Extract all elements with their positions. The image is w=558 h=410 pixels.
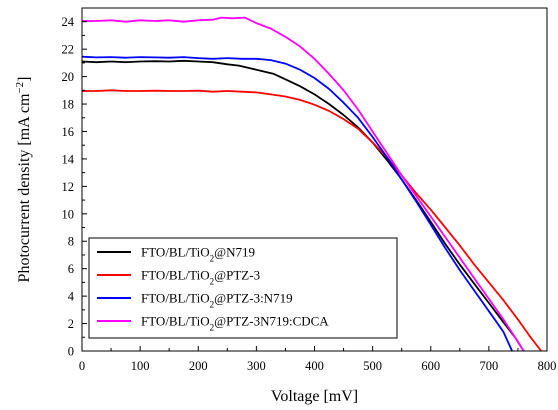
legend-label: FTO/BL/TiO2@N719 <box>141 245 255 264</box>
legend-label: FTO/BL/TiO2@PTZ-3:N719 <box>141 291 293 310</box>
x-tick-label: 100 <box>131 359 150 373</box>
x-tick-label: 300 <box>247 359 266 373</box>
legend-box <box>88 237 398 339</box>
series-line <box>81 55 513 352</box>
y-axis-title-sup: −2 <box>14 82 26 94</box>
y-tick-label: 24 <box>62 15 75 29</box>
legend-label: FTO/BL/TiO2@PTZ-3N719:CDCA <box>141 314 329 333</box>
y-tick-label: 10 <box>62 207 75 221</box>
y-tick-label: 12 <box>62 180 75 194</box>
x-tick-label: 600 <box>421 359 440 373</box>
y-axis-title-end: ] <box>16 77 33 82</box>
x-axis-title: Voltage [mV] <box>271 388 358 405</box>
y-axis-title: Photocurrent density [mA cm−2] <box>14 77 33 283</box>
y-tick-label: 6 <box>68 262 74 276</box>
x-tick-label: 0 <box>79 359 85 373</box>
series-line <box>82 89 542 352</box>
y-tick-label: 14 <box>62 152 75 166</box>
y-axis-title-main: Photocurrent density [mA cm <box>16 93 33 282</box>
series-line <box>81 59 525 352</box>
series-line <box>82 16 525 352</box>
legend: FTO/BL/TiO2@N719 FTO/BL/TiO2@PTZ-3 FTO/BL/… <box>88 237 398 339</box>
x-tick-label: 400 <box>305 359 324 373</box>
ticks-layer: 0 100 200 300 400 500 600 700 800024681012141618… <box>62 15 557 373</box>
y-tick-label: 2 <box>68 317 74 331</box>
x-tick-label: 800 <box>538 359 557 373</box>
x-tick-label: 700 <box>480 359 499 373</box>
y-tick-label: 16 <box>62 125 75 139</box>
x-tick-label: 200 <box>189 359 208 373</box>
y-tick-label: 18 <box>62 98 75 112</box>
x-tick-label: 500 <box>363 359 382 373</box>
y-tick-label: 20 <box>62 70 75 84</box>
y-tick-label: 22 <box>62 43 75 57</box>
y-tick-label: 0 <box>68 345 74 359</box>
series-layer <box>81 16 542 352</box>
y-tick-label: 8 <box>68 235 74 249</box>
legend-label: FTO/BL/TiO2@PTZ-3 <box>141 268 260 287</box>
y-tick-label: 4 <box>68 290 75 304</box>
